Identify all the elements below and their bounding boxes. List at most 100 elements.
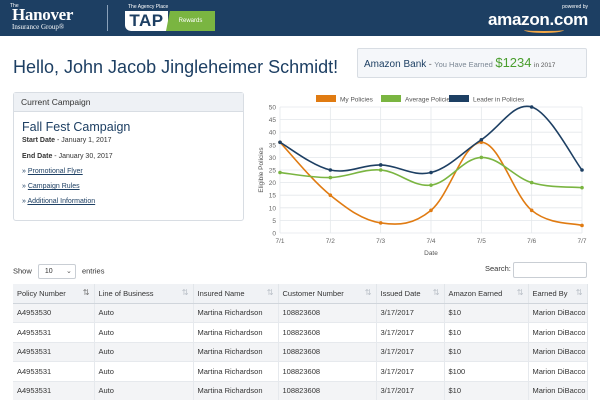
- panel-title: Current Campaign: [14, 93, 243, 112]
- campaign-rules-link[interactable]: Campaign Rules: [27, 183, 80, 190]
- bank-name: Amazon Bank: [364, 59, 427, 70]
- cell-earned-by: Marion DiBacco: [528, 303, 588, 323]
- show-label: Show: [13, 266, 32, 276]
- promotional-flyer-item: » Promotional Flyer: [22, 168, 83, 175]
- table-header-row: Policy Number ⇅ Line of Business ⇅ Insured…: [13, 284, 588, 304]
- data-point-leader-in-policies: [378, 163, 383, 167]
- x-tick-label: 7/2: [326, 238, 335, 245]
- end-date-value: - January 30, 2017: [54, 153, 113, 160]
- entries-select[interactable]: 10 ⌄: [37, 264, 76, 279]
- end-date-label: End Date: [22, 153, 53, 160]
- promotional-flyer-link[interactable]: Promotional Flyer: [27, 168, 83, 175]
- x-tick-label: 7/4: [426, 238, 435, 245]
- col-customer-number[interactable]: Customer Number ⇅: [278, 284, 377, 304]
- search-label: Search:: [485, 264, 511, 273]
- earnings-table: Policy Number ⇅ Line of Business ⇅ Insured…: [13, 284, 588, 400]
- policies-line-chart: 0 5 10 15 20 25 30 35 40 45 50 7/1 7/2 7/3 7/4 7/5 7/6 7/…: [258, 95, 587, 257]
- tap-rewards-logo[interactable]: The Agency Place TAP Rewards: [125, 4, 215, 32]
- cell-earned-by: Marion DiBacco: [528, 322, 588, 343]
- bank-period: in 2017: [534, 62, 556, 69]
- campaign-name: Fall Fest Campaign: [22, 120, 131, 134]
- cell-insured-name: Martina Richardson: [193, 322, 279, 343]
- cell-amazon-earned: $10: [444, 322, 529, 343]
- y-tick-label: 40: [269, 130, 277, 137]
- y-tick-label: 5: [272, 218, 276, 225]
- data-point-leader-in-policies: [429, 170, 433, 175]
- cell-line-of-business: Auto: [94, 361, 194, 382]
- amazon-wordmark: amazon.com: [488, 10, 588, 29]
- entries-value: 10: [44, 268, 53, 275]
- col-earned-by[interactable]: Earned By ⇅: [528, 284, 588, 304]
- bank-separator: -: [428, 59, 432, 69]
- cell-amazon-earned: $10: [444, 342, 529, 362]
- amazon-smile-icon: [524, 27, 564, 33]
- cell-customer-number: 108823608: [278, 342, 377, 362]
- cell-policy-number: A4953531: [13, 361, 95, 382]
- col-issued-date[interactable]: Issued Date ⇅: [376, 284, 445, 304]
- campaign-start-date: Start Date - January 1, 2017: [22, 137, 112, 144]
- sort-icon: ⇅: [432, 288, 440, 297]
- tap-rewards-badge: Rewards: [166, 11, 215, 31]
- col-amazon-earned[interactable]: Amazon Earned ⇅: [444, 284, 529, 304]
- column-header-label: Line of Business: [98, 288, 154, 298]
- cell-earned-by: Marion DiBacco: [528, 381, 588, 400]
- campaign-end-date: End Date - January 30, 2017: [22, 153, 113, 160]
- sort-icon: ⇅: [364, 288, 372, 297]
- y-tick-label: 50: [269, 105, 277, 112]
- y-tick-label: 15: [269, 193, 277, 200]
- cell-customer-number: 108823608: [278, 322, 377, 343]
- tap-subtitle: The Agency Place: [128, 4, 169, 10]
- cell-insured-name: Martina Richardson: [193, 342, 279, 362]
- y-tick-label: 25: [269, 168, 277, 175]
- x-tick-label: 7/3: [376, 238, 385, 245]
- bank-earned-label: You Have Earned: [434, 60, 493, 69]
- cell-amazon-earned: $10: [444, 381, 529, 400]
- data-point-average-policies: [479, 155, 484, 160]
- y-tick-label: 35: [269, 142, 277, 149]
- start-date-label: Start Date: [22, 137, 56, 144]
- data-point-my-policies: [580, 223, 584, 228]
- hanover-the: The: [10, 3, 19, 9]
- x-tick-label: 7/5: [477, 238, 486, 245]
- legend-swatch-average-policies: [381, 95, 401, 102]
- y-tick-label: 20: [269, 180, 277, 187]
- column-header-label: Policy Number: [17, 288, 66, 298]
- search-input[interactable]: [513, 262, 587, 278]
- amazon-bank-summary: Amazon Bank - You Have Earned $1234 in 2…: [357, 48, 587, 78]
- data-point-average-policies: [580, 185, 584, 190]
- cell-policy-number: A4953531: [13, 342, 95, 362]
- col-policy-number[interactable]: Policy Number ⇅: [13, 284, 95, 304]
- x-tick-label: 7/7: [577, 238, 586, 245]
- y-tick-label: 0: [272, 231, 276, 238]
- entries-length-control: Show 10 ⌄ entries: [13, 264, 104, 279]
- column-header-label: Earned By: [532, 288, 568, 298]
- column-header-label: Amazon Earned: [448, 288, 503, 298]
- y-tick-label: 10: [269, 205, 277, 212]
- table-row: A4953531 Auto Martina Richardson 1088236…: [13, 361, 588, 382]
- tap-label: TAP: [125, 11, 168, 31]
- column-header-label: Customer Number: [282, 288, 344, 298]
- col-line-of-business[interactable]: Line of Business ⇅: [94, 284, 194, 304]
- sort-icon: ⇅: [575, 288, 583, 297]
- additional-information-link[interactable]: Additional Information: [27, 198, 96, 205]
- powered-by: powered by: [562, 4, 588, 10]
- col-insured-name[interactable]: Insured Name ⇅: [193, 284, 279, 304]
- cell-earned-by: Marion DiBacco: [528, 342, 588, 362]
- cell-amazon-earned: $10: [444, 303, 529, 323]
- x-axis-label: Date: [424, 250, 438, 257]
- cell-issued-date: 3/17/2017: [376, 381, 445, 400]
- cell-issued-date: 3/17/2017: [376, 361, 445, 382]
- cell-issued-date: 3/17/2017: [376, 342, 445, 362]
- y-tick-label: 30: [269, 155, 277, 162]
- cell-insured-name: Martina Richardson: [193, 361, 279, 382]
- cell-customer-number: 108823608: [278, 381, 377, 400]
- cell-line-of-business: Auto: [94, 342, 194, 362]
- y-tick-label: 45: [269, 117, 277, 124]
- greeting-heading: Hello, John Jacob Jingleheimer Schmidt!: [13, 57, 339, 77]
- sort-icon: ⇅: [516, 288, 524, 297]
- table-row: A4953531 Auto Martina Richardson 1088236…: [13, 381, 588, 400]
- data-point-leader-in-policies: [479, 137, 484, 142]
- top-header: The Hanover Insurance Group® The Agency …: [0, 0, 600, 36]
- cell-earned-by: Marion DiBacco: [528, 361, 588, 382]
- cell-line-of-business: Auto: [94, 322, 194, 343]
